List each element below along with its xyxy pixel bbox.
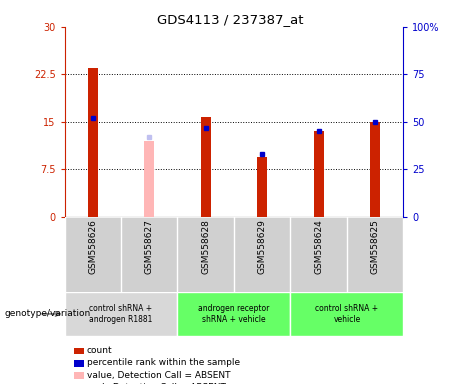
Text: GSM558627: GSM558627 [145,219,154,274]
Text: GDS4113 / 237387_at: GDS4113 / 237387_at [157,13,304,26]
Text: androgen receptor
shRNA + vehicle: androgen receptor shRNA + vehicle [198,304,270,324]
Text: GSM558625: GSM558625 [371,219,380,274]
Text: control shRNA +
vehicle: control shRNA + vehicle [315,304,378,324]
Bar [177,292,290,336]
Bar [201,117,211,217]
Bar [144,141,154,217]
Bar [313,131,324,217]
Text: GSM558624: GSM558624 [314,219,323,274]
Bar [88,68,98,217]
Text: genotype/variation: genotype/variation [5,310,91,318]
Bar [370,122,380,217]
Bar [65,292,177,336]
Text: rank, Detection Call = ABSENT: rank, Detection Call = ABSENT [87,383,225,384]
Bar [290,292,403,336]
Bar [257,157,267,217]
Text: percentile rank within the sample: percentile rank within the sample [87,358,240,367]
Text: count: count [87,346,112,355]
Text: control shRNA +
androgen R1881: control shRNA + androgen R1881 [89,304,153,324]
Text: value, Detection Call = ABSENT: value, Detection Call = ABSENT [87,371,230,380]
Text: GSM558626: GSM558626 [88,219,97,274]
Text: GSM558628: GSM558628 [201,219,210,274]
Text: GSM558629: GSM558629 [258,219,267,274]
